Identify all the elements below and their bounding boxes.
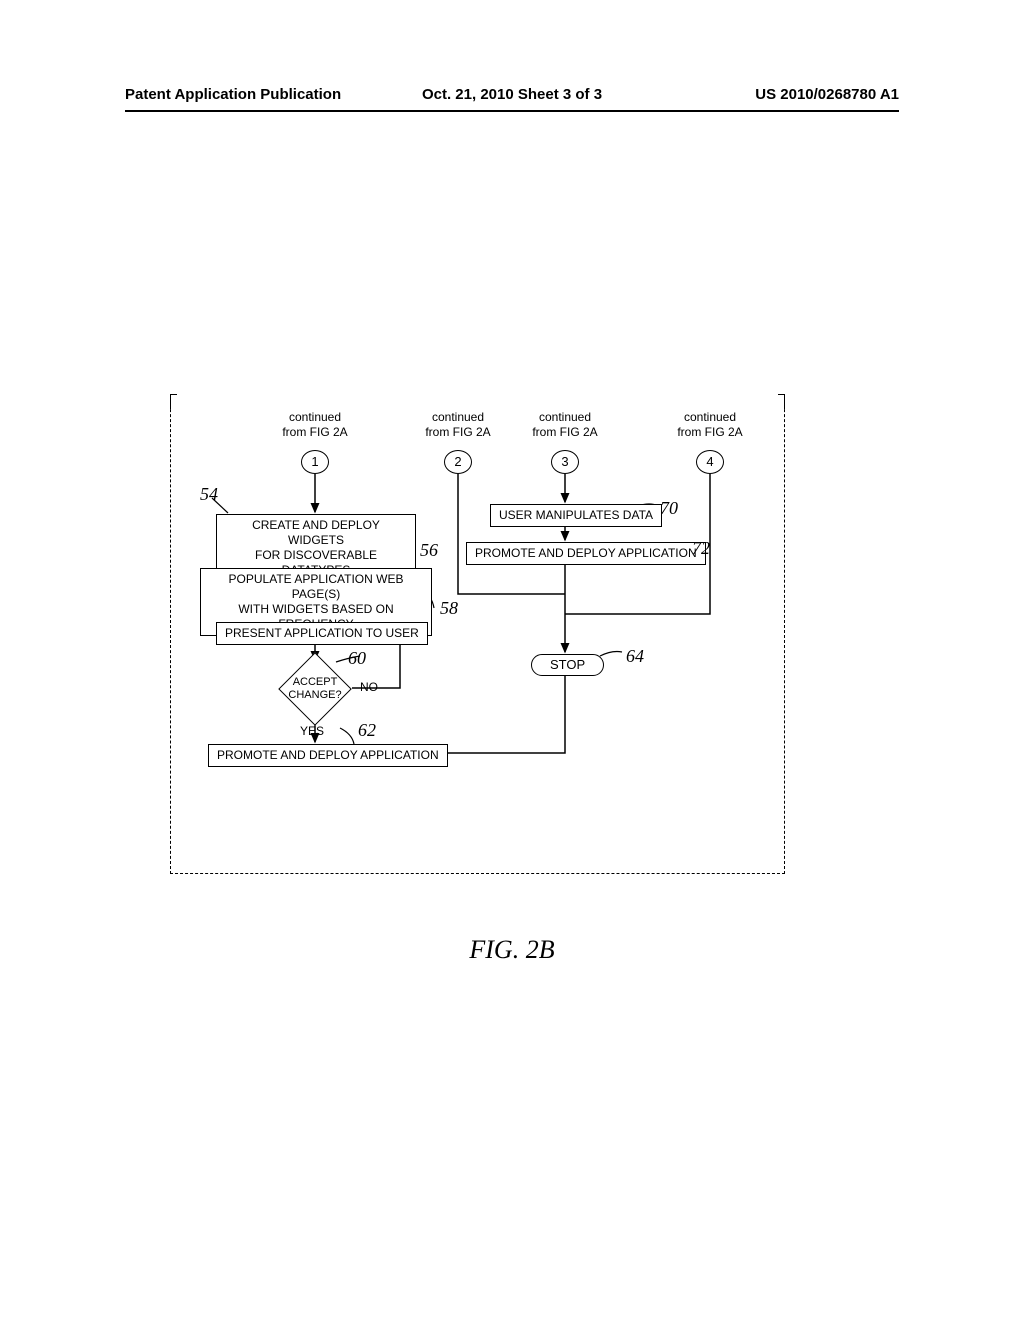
ref-60: 60 xyxy=(348,648,366,669)
continued-line1: continued xyxy=(665,410,755,425)
decision-60: ACCEPT CHANGE? xyxy=(278,662,352,716)
ref-58: 58 xyxy=(440,598,458,619)
continued-line1: continued xyxy=(413,410,503,425)
edge-label-no: NO xyxy=(360,680,378,694)
continued-line2: from FIG 2A xyxy=(413,425,503,440)
decision-60-line1: ACCEPT xyxy=(288,676,341,689)
continued-line1: continued xyxy=(520,410,610,425)
ref-70: 70 xyxy=(660,498,678,519)
decision-60-line2: CHANGE? xyxy=(288,689,341,702)
continued-line2: from FIG 2A xyxy=(665,425,755,440)
figure-caption: FIG. 2B xyxy=(0,935,1024,965)
connector-1: 1 xyxy=(301,450,329,474)
box-62: PROMOTE AND DEPLOY APPLICATION xyxy=(208,744,448,767)
continued-label-3: continued from FIG 2A xyxy=(520,410,610,440)
continued-line2: from FIG 2A xyxy=(270,425,360,440)
connector-3: 3 xyxy=(551,450,579,474)
continued-label-1: continued from FIG 2A xyxy=(270,410,360,440)
header-right: US 2010/0268780 A1 xyxy=(755,86,899,103)
continued-line1: continued xyxy=(270,410,360,425)
continued-label-4: continued from FIG 2A xyxy=(665,410,755,440)
box-54-line1: CREATE AND DEPLOY WIDGETS xyxy=(225,518,407,548)
ref-64: 64 xyxy=(626,646,644,667)
continued-line2: from FIG 2A xyxy=(520,425,610,440)
ref-62: 62 xyxy=(358,720,376,741)
header-left: Patent Application Publication xyxy=(125,86,341,103)
ref-56: 56 xyxy=(420,540,438,561)
continued-label-2: continued from FIG 2A xyxy=(413,410,503,440)
header-center: Oct. 21, 2010 Sheet 3 of 3 xyxy=(422,86,602,103)
connector-2: 2 xyxy=(444,450,472,474)
terminator-stop: STOP xyxy=(531,654,604,676)
ref-54: 54 xyxy=(200,484,218,505)
edge-label-yes: YES xyxy=(300,724,324,738)
box-58: PRESENT APPLICATION TO USER xyxy=(216,622,428,645)
connector-4: 4 xyxy=(696,450,724,474)
header-rule xyxy=(125,110,899,112)
box-70: USER MANIPULATES DATA xyxy=(490,504,662,527)
box-72: PROMOTE AND DEPLOY APPLICATION xyxy=(466,542,706,565)
box-56-line1: POPULATE APPLICATION WEB PAGE(S) xyxy=(209,572,423,602)
page-header: Patent Application Publication Oct. 21, … xyxy=(125,86,899,103)
ref-72: 72 xyxy=(692,538,710,559)
